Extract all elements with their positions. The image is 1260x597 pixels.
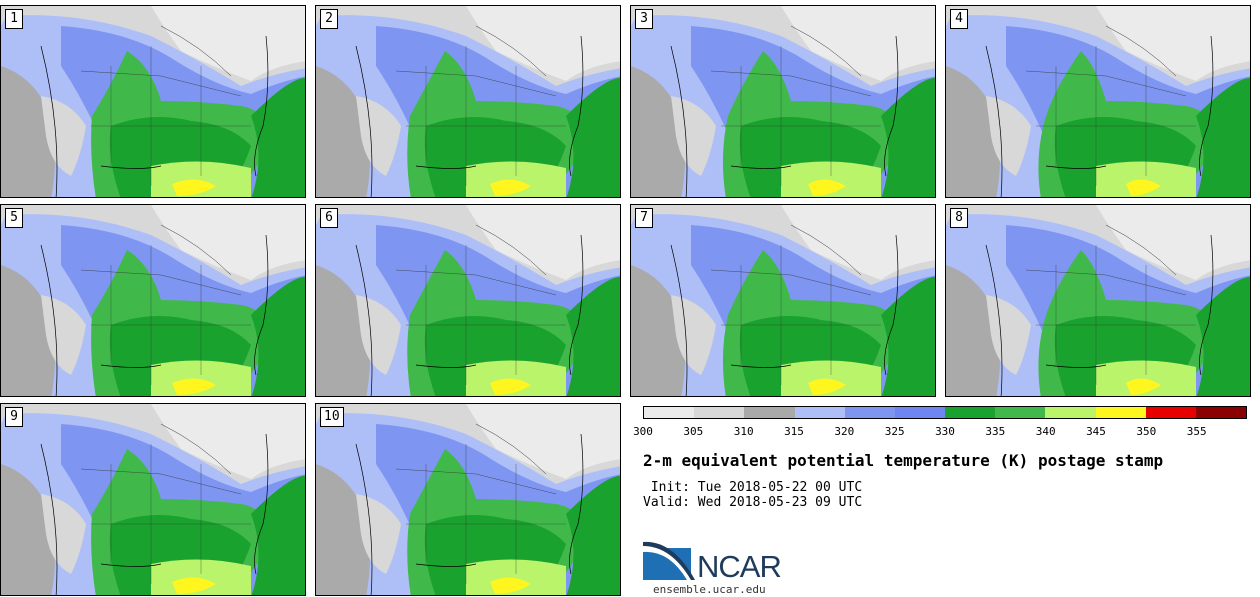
member-number-label: 7 <box>635 208 653 228</box>
colorbar-segment <box>1195 407 1247 418</box>
ncar-wordmark: NCAR <box>697 549 782 584</box>
colorbar-segment <box>744 407 795 418</box>
colorbar-tick-label: 325 <box>884 425 905 438</box>
ensemble-member-map: 9 <box>0 403 306 596</box>
ensemble-member-map: 2 <box>315 5 621 198</box>
member-number-label: 4 <box>950 9 968 29</box>
valid-time: Valid: Wed 2018-05-23 09 UTC <box>643 495 863 510</box>
ensemble-member-map: 10 <box>315 403 621 596</box>
member-number-label: 8 <box>950 208 968 228</box>
figure-title: 2-m equivalent potential temperature (K)… <box>643 451 1164 470</box>
colorbar-segment <box>644 407 695 418</box>
ensemble-member-map: 1 <box>0 5 306 198</box>
colorbar-tick-label: 310 <box>733 425 754 438</box>
logo-url[interactable]: ensemble.ucar.edu <box>653 583 766 596</box>
member-number-label: 1 <box>5 9 23 29</box>
colorbar-segment <box>1145 407 1196 418</box>
colorbar-tick-label: 340 <box>1035 425 1056 438</box>
colorbar-tick-label: 300 <box>633 425 653 438</box>
ncar-logo-icon <box>643 541 695 580</box>
colorbar-tick-label: 335 <box>985 425 1006 438</box>
colorbar-segment <box>794 407 845 418</box>
member-number-label: 5 <box>5 208 23 228</box>
ensemble-member-map: 5 <box>0 204 306 397</box>
colorbar-segment <box>1095 407 1146 418</box>
member-number-label: 3 <box>635 9 653 29</box>
ensemble-member-map: 3 <box>630 5 936 198</box>
colorbar-tick-label: 320 <box>834 425 855 438</box>
colorbar-tick-label: 345 <box>1086 425 1106 438</box>
colorbar-segment <box>844 407 895 418</box>
colorbar-tick-label: 350 <box>1136 425 1157 438</box>
ensemble-member-map: 4 <box>945 5 1251 198</box>
colorbar-tick-label: 355 <box>1186 425 1207 438</box>
ensemble-member-map: 7 <box>630 204 936 397</box>
colorbar-segment <box>945 407 996 418</box>
member-number-label: 6 <box>320 208 338 228</box>
colorbar-segment <box>1045 407 1096 418</box>
colorbar <box>643 406 1247 419</box>
colorbar-tick-label: 305 <box>683 425 704 438</box>
colorbar-segment <box>694 407 745 418</box>
colorbar-segment <box>894 407 946 418</box>
member-number-label: 2 <box>320 9 338 29</box>
init-time: Init: Tue 2018-05-22 00 UTC <box>643 480 863 495</box>
member-number-label: 10 <box>320 407 344 427</box>
colorbar-segment <box>995 407 1046 418</box>
member-number-label: 9 <box>5 407 23 427</box>
ensemble-member-map: 8 <box>945 204 1251 397</box>
colorbar-tick-label: 330 <box>935 425 955 438</box>
colorbar-tick-label: 315 <box>784 425 804 438</box>
ensemble-member-map: 6 <box>315 204 621 397</box>
